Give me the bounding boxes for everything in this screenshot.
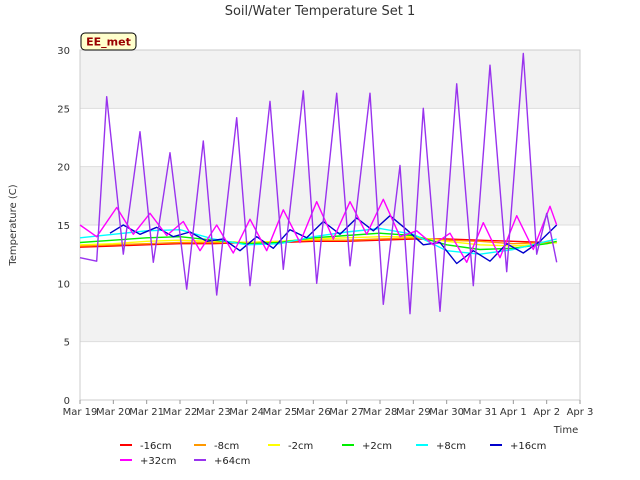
station-badge: EE_met xyxy=(80,32,137,51)
station-badge-label: EE_met xyxy=(86,36,131,49)
legend-label: -2cm xyxy=(288,441,313,452)
y-tick-label: 10 xyxy=(57,279,70,290)
x-tick-label: Apr 2 xyxy=(533,407,560,418)
x-tick-label: Mar 25 xyxy=(263,407,298,418)
x-tick-label: Mar 19 xyxy=(63,407,98,418)
x-tick-label: Mar 22 xyxy=(163,407,198,418)
legend-label: +2cm xyxy=(362,441,392,452)
series-line-64cm xyxy=(79,52,558,315)
series-line-16cm xyxy=(79,238,557,248)
y-tick-label: 0 xyxy=(64,396,70,407)
legend-label: -16cm xyxy=(140,441,172,452)
series-line-16cm xyxy=(109,214,558,265)
x-tick-label: Mar 28 xyxy=(363,407,398,418)
legend-label: +64cm xyxy=(214,456,250,467)
series-line-2cm xyxy=(79,232,557,251)
y-tick-label: 5 xyxy=(64,338,70,349)
x-tick-label: Apr 3 xyxy=(567,407,594,418)
x-tick-label: Mar 20 xyxy=(96,407,131,418)
x-tick-label: Mar 24 xyxy=(229,407,264,418)
series-line-32cm xyxy=(79,198,558,263)
series-line-8cm xyxy=(79,237,557,247)
legend-label: +16cm xyxy=(510,441,546,452)
y-tick-label: 20 xyxy=(57,163,70,174)
x-tick-label: Mar 23 xyxy=(196,407,231,418)
legend: -16cm -8cm -2cm +2cm +8cm +16cm +32cm +64cm xyxy=(120,441,546,467)
y-tick-label: 30 xyxy=(57,46,70,57)
grid-band xyxy=(80,341,580,400)
series-lines xyxy=(79,52,558,315)
x-tick-label: Mar 30 xyxy=(429,407,464,418)
y-axis-label: Temperature (C) xyxy=(8,184,19,266)
x-axis-label: Time xyxy=(553,425,578,436)
legend-label: -8cm xyxy=(214,441,239,452)
chart-title: Soil/Water Temperature Set 1 xyxy=(225,4,416,19)
series-line-2cm xyxy=(79,235,557,247)
x-tick-label: Mar 26 xyxy=(296,407,331,418)
y-tick-label: 25 xyxy=(57,104,70,115)
grid-band xyxy=(80,283,580,342)
x-tick-label: Mar 29 xyxy=(396,407,431,418)
y-tick-label: 15 xyxy=(57,221,70,232)
legend-label: +8cm xyxy=(436,441,466,452)
x-tick-label: Mar 27 xyxy=(329,407,364,418)
grid-band xyxy=(80,166,580,225)
y-axis-ticks: 0 5 10 15 20 25 30 xyxy=(57,46,70,407)
x-tick-label: Apr 1 xyxy=(500,407,527,418)
x-tick-label: Mar 31 xyxy=(463,407,498,418)
x-tick-label: Mar 21 xyxy=(129,407,164,418)
legend-label: +32cm xyxy=(140,456,176,467)
grid-band xyxy=(80,50,580,109)
